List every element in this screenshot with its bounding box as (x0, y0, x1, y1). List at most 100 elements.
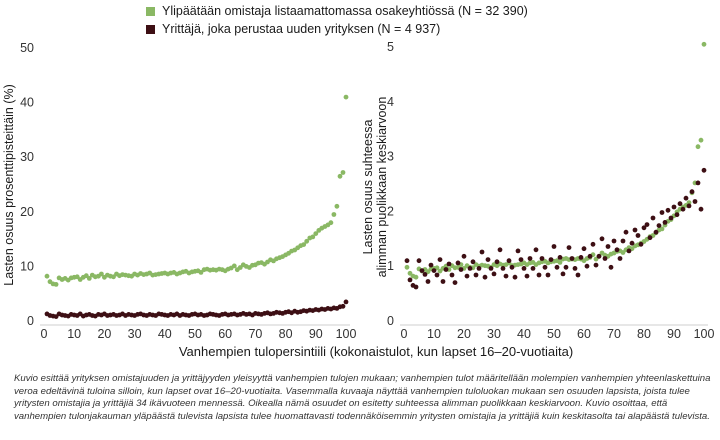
right-x-tick-label: 100 (694, 327, 715, 341)
right-point-owner (686, 200, 692, 206)
left-x-tick-label: 90 (309, 327, 323, 341)
right-y-axis-label-line2: alimman puolikkaan keskiarvoon (375, 97, 389, 278)
right-point-entrepreneur (467, 266, 473, 271)
left-y-tick-label: 40 (20, 96, 34, 110)
right-point-owner (659, 226, 665, 232)
right-point-entrepreneur (578, 255, 584, 260)
right-point-owner (404, 264, 410, 270)
left-point-owner (328, 220, 334, 226)
right-point-entrepreneur (617, 256, 623, 261)
left-y-tick-label: 50 (20, 41, 34, 55)
right-point-entrepreneur (596, 253, 602, 259)
left-y-axis-label: Lasten osuus prosenttipisteittäin (%) (2, 84, 16, 286)
right-point-entrepreneur (533, 247, 539, 253)
right-point-owner (434, 265, 440, 271)
right-point-entrepreneur (461, 253, 467, 259)
right-point-entrepreneur (479, 249, 485, 255)
right-point-entrepreneur (599, 236, 605, 242)
right-point-entrepreneur (563, 264, 569, 270)
right-y-tick-label: 0 (387, 314, 394, 328)
left-point-owner (343, 94, 349, 100)
right-point-entrepreneur (419, 268, 425, 273)
right-point-entrepreneur (443, 267, 449, 272)
left-y-tick-label: 30 (20, 150, 34, 164)
legend: Ylipäätään omistaja listaamattomassa osa… (146, 2, 528, 38)
right-point-entrepreneur (683, 195, 689, 201)
right-point-entrepreneur (509, 264, 515, 270)
right-point-entrepreneur (686, 203, 692, 209)
right-point-entrepreneur (407, 277, 413, 283)
right-point-entrepreneur (416, 258, 422, 264)
right-point-entrepreneur (548, 257, 554, 262)
right-point-entrepreneur (515, 248, 521, 254)
left-point-owner (44, 273, 50, 279)
left-point-owner (198, 270, 204, 275)
right-y-tick-label: 2 (387, 204, 394, 218)
left-x-tick-label: 100 (336, 327, 357, 341)
right-point-entrepreneur (494, 259, 500, 265)
right-point-entrepreneur (554, 264, 560, 270)
right-point-entrepreneur (587, 253, 593, 259)
left-x-tick-label: 70 (248, 327, 262, 341)
x-axis-label: Vanhempien tulopersintiili (kokonaistulo… (179, 344, 573, 359)
right-point-owner (407, 270, 413, 276)
right-point-entrepreneur (512, 274, 518, 280)
right-x-tick-label: 60 (577, 327, 591, 341)
right-point-entrepreneur (557, 255, 563, 260)
right-point-entrepreneur (590, 241, 596, 247)
left-point-owner (53, 282, 59, 287)
right-point-entrepreneur (551, 244, 557, 249)
right-point-entrepreneur (518, 257, 524, 262)
right-point-entrepreneur (527, 256, 533, 261)
right-point-entrepreneur (431, 268, 437, 273)
right-point-entrepreneur (521, 266, 527, 271)
right-y-tick-label: 1 (387, 259, 394, 273)
right-point-entrepreneur (485, 257, 491, 262)
left-point-owner (99, 271, 104, 277)
left-point-owner (313, 231, 319, 237)
right-point-entrepreneur (677, 201, 683, 207)
left-point-owner (334, 203, 340, 209)
left-point-entrepreneur (343, 299, 349, 305)
right-point-entrepreneur (656, 223, 662, 229)
right-point-entrepreneur (653, 229, 659, 235)
left-point-owner (337, 173, 343, 179)
right-point-entrepreneur (500, 266, 506, 271)
right-x-tick-label: 50 (547, 327, 561, 341)
right-point-owner (413, 274, 419, 280)
left-point-owner (111, 274, 116, 280)
left-x-tick-label: 30 (128, 327, 142, 341)
right-point-entrepreneur (560, 271, 566, 277)
left-panel: 0 10 20 30 40 50 0 10 20 30 40 50 60 70 80 90 100 Lasten … (2, 41, 356, 341)
right-point-owner (695, 144, 701, 150)
right-point-entrepreneur (458, 267, 464, 272)
left-y-tick-label: 20 (20, 205, 34, 219)
right-point-entrepreneur (689, 189, 695, 195)
left-x-tick-label: 80 (279, 327, 293, 341)
right-point-entrepreneur (575, 272, 581, 278)
right-point-entrepreneur (536, 272, 542, 278)
left-x-tick-label: 20 (97, 327, 111, 341)
right-point-entrepreneur (422, 272, 428, 277)
right-point-entrepreneur (506, 258, 512, 264)
right-point-entrepreneur (434, 272, 440, 278)
right-point-entrepreneur (569, 256, 575, 261)
right-point-entrepreneur (464, 273, 470, 279)
right-y-tick-label: 4 (387, 95, 394, 109)
right-point-entrepreneur (635, 233, 641, 238)
right-point-entrepreneur (581, 246, 587, 252)
left-y-tick-label: 10 (20, 259, 34, 273)
right-point-entrepreneur (413, 284, 419, 290)
right-point-owner (593, 256, 599, 262)
right-point-entrepreneur (647, 235, 653, 241)
right-point-entrepreneur (566, 245, 572, 251)
right-point-entrepreneur (665, 207, 671, 213)
right-point-entrepreneur (644, 222, 650, 228)
right-x-tick-label: 70 (607, 327, 621, 341)
left-point-owner (231, 263, 237, 269)
right-point-owner (701, 41, 707, 47)
right-y-axis-label-line1: Lasten osuus suhteessa (361, 120, 375, 255)
